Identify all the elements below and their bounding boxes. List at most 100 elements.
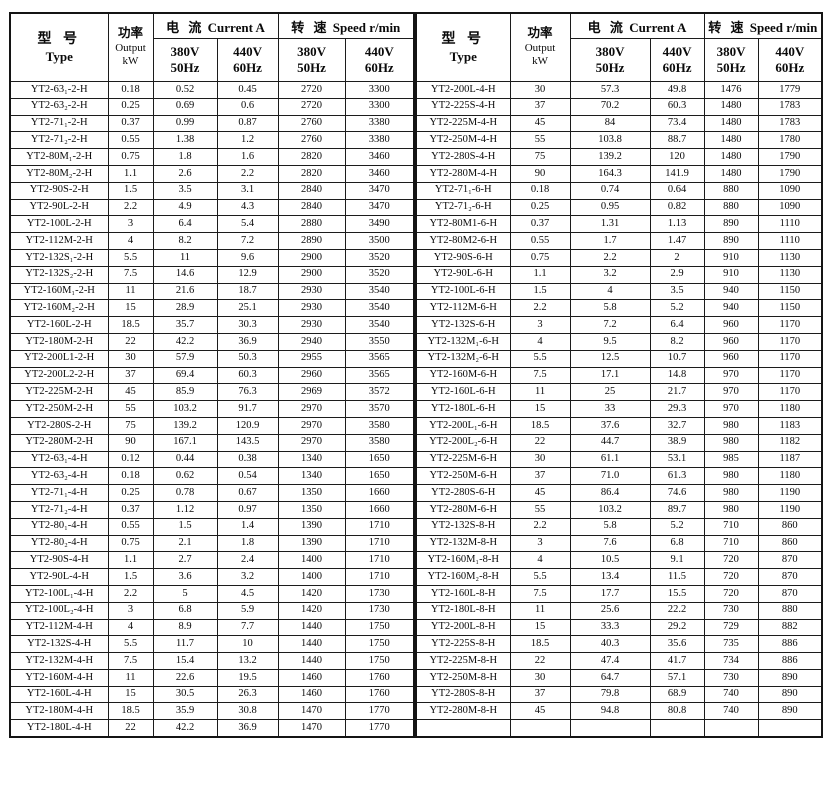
cell-value: 1.1 [107, 551, 154, 570]
cell-value: 141.9 [649, 164, 705, 183]
cell-motor-type: YT2-63₁-2-H [9, 81, 109, 99]
cell-motor-type: YT2-80M1-6-H [415, 215, 511, 234]
cell-value: 25.6 [569, 601, 651, 620]
cell-value: 1790 [757, 148, 823, 166]
table-row: YT2-132M₂-6-H 5.5 12.5 10.7 960 1170 [415, 349, 823, 368]
cell-value: 1770 [344, 719, 415, 738]
cell-value: 55 [107, 400, 154, 418]
cell-value: 1130 [757, 248, 823, 267]
cell-value: 2720 [277, 97, 346, 116]
cell-value [703, 719, 759, 738]
table-row [415, 719, 823, 738]
cell-value: 26.3 [216, 685, 279, 704]
cell-value: 22.6 [152, 668, 218, 687]
cell-value: 1190 [757, 484, 823, 502]
left-table-body: YT2-63₁-2-H 0.18 0.52 0.45 2720 3300 YT2-63₂-2… [9, 81, 415, 738]
cell-motor-type: YT2-112M-4-H [9, 618, 109, 637]
cell-value: 870 [757, 584, 823, 603]
cell-value: 47.4 [569, 652, 651, 670]
cell-value: 2.2 [509, 517, 571, 536]
cell-motor-type: YT2-80₁-4-H [9, 517, 109, 536]
table-row: YT2-80₂-4-H 0.75 2.1 1.8 1390 1710 [9, 534, 415, 553]
table-row: YT2-132S-6-H 3 7.2 6.4 960 1170 [415, 316, 823, 334]
cell-value: 1110 [757, 215, 823, 234]
cell-value: 980 [703, 433, 759, 452]
table-row: YT2-250M-4-H 55 103.8 88.7 1480 1780 [415, 131, 823, 150]
cell-value: 57.1 [649, 668, 705, 687]
cell-value: 7.6 [569, 534, 651, 553]
cell-value: 1340 [277, 450, 346, 469]
cell-motor-type: YT2-280M-6-H [415, 500, 511, 519]
cell-value: 1780 [757, 131, 823, 150]
cell-value: 18.5 [107, 316, 154, 334]
cell-value: 1150 [757, 299, 823, 318]
cell-value: 1650 [344, 467, 415, 486]
cell-value: 0.25 [107, 484, 154, 502]
cell-value: 18.5 [107, 702, 154, 721]
cell-motor-type: YT2-225M-8-H [415, 652, 511, 670]
cell-value: 1476 [703, 81, 759, 99]
cell-value: 1.1 [509, 265, 571, 284]
type-label-en: Type [449, 48, 477, 64]
table-row: YT2-100L-6-H 1.5 4 3.5 940 1150 [415, 282, 823, 301]
cell-value: 3380 [344, 114, 415, 133]
col-header-output: 功率 Output kW [509, 12, 571, 82]
cell-value: 7.5 [107, 265, 154, 284]
table-row: YT2-180L-4-H 22 42.2 36.9 1470 1770 [9, 719, 415, 738]
table-row: YT2-280M-8-H 45 94.8 80.8 740 890 [415, 702, 823, 721]
cell-value: 4 [509, 551, 571, 570]
table-row: YT2-225M-8-H 22 47.4 41.7 734 886 [415, 652, 823, 670]
cell-value: 44.7 [569, 433, 651, 452]
cell-motor-type: YT2-80M₁-2-H [9, 148, 109, 166]
cell-value: 2.2 [107, 198, 154, 217]
cell-value: 11 [107, 668, 154, 687]
cell-value: 3470 [344, 198, 415, 217]
col-header-speed-440v: 440V 60Hz [344, 38, 415, 82]
cell-value: 4.5 [216, 584, 279, 603]
cell-value: 139.2 [569, 148, 651, 166]
cell-value: 870 [757, 568, 823, 586]
cell-value: 4.3 [216, 198, 279, 217]
cell-value: 2930 [277, 282, 346, 301]
table-row: YT2-160M₁-8-H 4 10.5 9.1 720 870 [415, 551, 823, 570]
cell-motor-type: YT2-200L-4-H [415, 81, 511, 99]
cell-value: 0.25 [107, 97, 154, 116]
cell-motor-type: YT2-180L-4-H [9, 719, 109, 738]
cell-value: 3300 [344, 97, 415, 116]
cell-value: 1350 [277, 500, 346, 519]
cell-value: 68.9 [649, 685, 705, 704]
cell-value: 1187 [757, 450, 823, 469]
cell-motor-type: YT2-71₁-4-H [9, 484, 109, 502]
cell-value: 0.18 [107, 81, 154, 99]
table-row: YT2-200L1-2-H 30 57.9 50.3 2955 3565 [9, 349, 415, 368]
cell-value: 42.2 [152, 719, 218, 738]
table-row: YT2-250M-2-H 55 103.2 91.7 2970 3570 [9, 400, 415, 418]
cell-motor-type: YT2-225M-2-H [9, 383, 109, 402]
cell-value: 12.5 [569, 349, 651, 368]
cell-value: 3550 [344, 332, 415, 351]
cell-value: 30.3 [216, 316, 279, 334]
cell-value: 45 [509, 114, 571, 133]
cell-value: 980 [703, 416, 759, 435]
cell-value: 2880 [277, 215, 346, 234]
cell-motor-type: YT2-132S-8-H [415, 517, 511, 536]
cell-motor-type: YT2-160M₂-8-H [415, 568, 511, 586]
right-table-header: 型 号 Type 功率 Output kW 电 流 Current A 转 速 [415, 12, 823, 82]
cell-value: 22 [107, 332, 154, 351]
cell-value: 45 [509, 484, 571, 502]
cell-value: 860 [757, 517, 823, 536]
cell-value: 1.5 [152, 517, 218, 536]
table-row: YT2-200L₁-6-H 18.5 37.6 32.7 980 1183 [415, 416, 823, 435]
cell-value: 1390 [277, 517, 346, 536]
cell-value: 167.1 [152, 433, 218, 452]
cell-value: 73.4 [649, 114, 705, 133]
table-row: YT2-90S-4-H 1.1 2.7 2.4 1400 1710 [9, 551, 415, 570]
cell-motor-type: YT2-160L-8-H [415, 584, 511, 603]
cell-value: 1350 [277, 484, 346, 502]
cell-value: 33 [569, 400, 651, 418]
table-row: YT2-132S₂-2-H 7.5 14.6 12.9 2900 3520 [9, 265, 415, 284]
table-row: YT2-100L₁-4-H 2.2 5 4.5 1420 1730 [9, 584, 415, 603]
cell-value: 2970 [277, 416, 346, 435]
cell-value: 2840 [277, 198, 346, 217]
cell-value: 3570 [344, 400, 415, 418]
